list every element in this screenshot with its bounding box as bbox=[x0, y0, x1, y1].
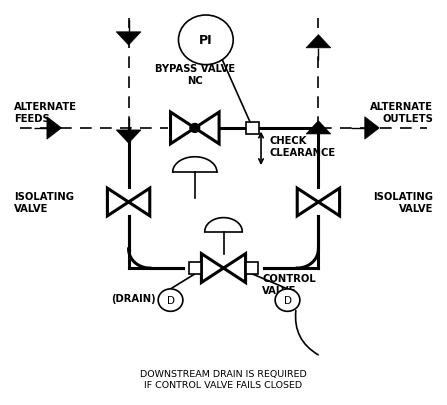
Text: CONTROL
VALVE: CONTROL VALVE bbox=[262, 273, 316, 296]
Polygon shape bbox=[306, 122, 331, 134]
Circle shape bbox=[190, 124, 200, 133]
Text: PI: PI bbox=[199, 34, 213, 47]
Polygon shape bbox=[205, 218, 242, 232]
Circle shape bbox=[178, 16, 233, 66]
Text: D: D bbox=[167, 295, 174, 305]
Polygon shape bbox=[170, 113, 195, 145]
Polygon shape bbox=[116, 130, 141, 144]
Text: CHECK
CLEARANCE: CHECK CLEARANCE bbox=[270, 135, 336, 158]
Polygon shape bbox=[195, 113, 219, 145]
Polygon shape bbox=[318, 189, 340, 216]
Circle shape bbox=[275, 289, 300, 311]
Text: ALTERNATE
FEEDS: ALTERNATE FEEDS bbox=[14, 101, 77, 124]
Text: (DRAIN): (DRAIN) bbox=[111, 293, 156, 303]
Polygon shape bbox=[224, 254, 245, 283]
Polygon shape bbox=[107, 189, 129, 216]
Polygon shape bbox=[297, 189, 318, 216]
Polygon shape bbox=[129, 189, 150, 216]
Polygon shape bbox=[47, 117, 62, 140]
Polygon shape bbox=[116, 33, 141, 46]
Text: BYPASS VALVE
NC: BYPASS VALVE NC bbox=[155, 64, 235, 86]
Polygon shape bbox=[365, 117, 380, 140]
Text: DOWNSTREAM DRAIN IS REQUIRED
IF CONTROL VALVE FAILS CLOSED: DOWNSTREAM DRAIN IS REQUIRED IF CONTROL … bbox=[140, 369, 307, 390]
Polygon shape bbox=[202, 254, 224, 283]
Text: ISOLATING
VALVE: ISOLATING VALVE bbox=[373, 191, 433, 214]
Bar bbox=[169, 127, 221, 130]
Polygon shape bbox=[173, 158, 217, 173]
Bar bbox=[189, 263, 202, 274]
Text: ALTERNATE
OUTLETS: ALTERNATE OUTLETS bbox=[370, 101, 433, 124]
Bar bbox=[245, 263, 258, 274]
Circle shape bbox=[158, 289, 183, 311]
Text: ISOLATING
VALVE: ISOLATING VALVE bbox=[14, 191, 74, 214]
Bar bbox=[245, 123, 259, 134]
Text: D: D bbox=[283, 295, 291, 305]
Polygon shape bbox=[306, 36, 331, 49]
